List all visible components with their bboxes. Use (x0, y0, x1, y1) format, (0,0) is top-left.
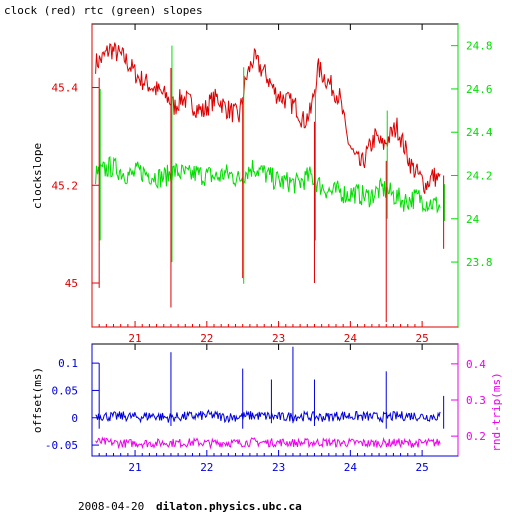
x-tick-label: 23 (272, 332, 285, 345)
right-tick-label: 24.4 (466, 126, 493, 139)
top-panel-axes: 21 22 23 24 25 45 45.2 45.4 23.8 24 24.2 24.4 24.6 24… (52, 24, 493, 345)
left-tick-label: 0.1 (58, 357, 78, 370)
chart-title: clock (red) rtc (green) slopes (4, 4, 203, 17)
series-line-green (95, 156, 441, 214)
top-panel-plot (95, 42, 446, 323)
left-tick-label: 0.05 (52, 384, 79, 397)
left-tick-label: 45.2 (52, 179, 79, 192)
footer-date: 2008-04-20 (78, 500, 144, 512)
right-tick-label: 24.8 (466, 40, 493, 53)
left-tick-label: 45.4 (52, 82, 79, 95)
top-y-axis-label: clockslope (31, 143, 44, 209)
series-line-magenta (95, 436, 441, 450)
footer: 2008-04-20 dilaton.physics.ubc.ca (78, 500, 302, 512)
left-tick-label: 0 (71, 412, 78, 425)
x-tick-label: 25 (415, 332, 428, 345)
left-tick-label: 45 (65, 277, 78, 290)
series-line-blue (95, 409, 441, 424)
footer-host: dilaton.physics.ubc.ca (156, 500, 302, 512)
right-tick-label: 0.3 (466, 394, 486, 407)
x-tick-label: 24 (344, 461, 358, 474)
right-tick-label: 0.2 (466, 430, 486, 443)
bottom-right-axis-label: rnd-trip(ms) (490, 372, 503, 451)
right-tick-label: 24.6 (466, 83, 493, 96)
right-tick-label: 23.8 (466, 256, 493, 269)
x-tick-label: 23 (272, 461, 285, 474)
bottom-left-axis-label: offset(ms) (31, 367, 44, 433)
x-tick-label: 22 (200, 461, 213, 474)
right-tick-label: 24 (466, 213, 480, 226)
x-tick-label: 22 (200, 332, 213, 345)
x-tick-label: 21 (128, 332, 141, 345)
x-tick-label: 21 (128, 461, 141, 474)
bottom-panel-axes: 21 22 23 24 25 -0.05 0 0.05 0.1 0.2 0.3 0.4 (45, 344, 486, 474)
x-tick-label: 24 (344, 332, 358, 345)
bottom-panel-frame (91, 343, 459, 457)
bottom-panel-plot (95, 346, 445, 450)
series-line-red (95, 42, 441, 194)
right-tick-label: 0.4 (466, 358, 486, 371)
left-tick-label: -0.05 (45, 439, 78, 452)
right-tick-label: 24.2 (466, 170, 493, 183)
x-tick-label: 25 (415, 461, 428, 474)
